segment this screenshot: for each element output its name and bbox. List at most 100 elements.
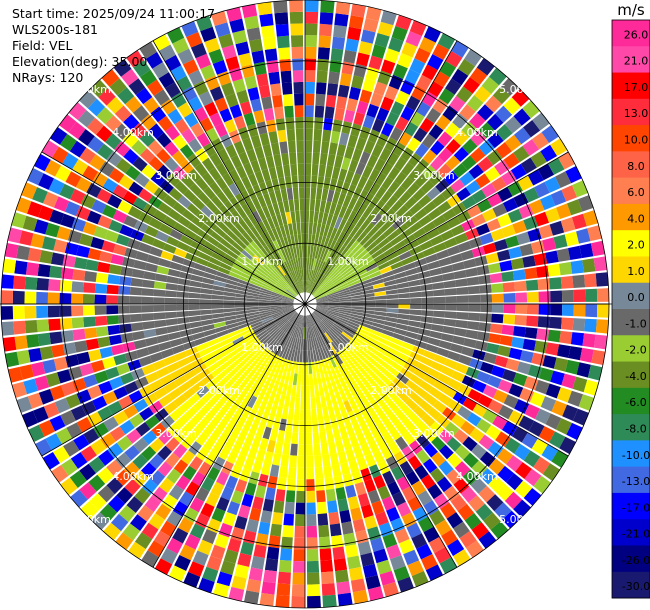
ppi-gate: [284, 274, 293, 286]
ppi-gate: [291, 313, 299, 324]
ppi-gate: [433, 310, 446, 318]
ppi-gate: [239, 468, 251, 482]
ppi-gate: [289, 455, 297, 468]
ppi-gate: [219, 238, 232, 249]
ppi-gate: [305, 0, 319, 12]
ppi-gate: [332, 191, 341, 204]
ppi-gate: [529, 199, 545, 215]
ppi-gate: [172, 527, 189, 544]
ppi-gate: [243, 162, 254, 176]
ppi-gate: [217, 355, 230, 366]
ppi-gate: [334, 258, 344, 269]
ppi-gate: [316, 187, 323, 200]
ppi-gate: [174, 555, 191, 571]
ppi-gate: [375, 172, 387, 186]
ppi-gate: [342, 374, 352, 387]
ppi-gate: [128, 78, 146, 95]
ppi-gate: [283, 200, 290, 213]
ppi-gate: [348, 397, 359, 411]
ppi-gate: [106, 295, 119, 304]
ppi-gate: [381, 496, 396, 511]
ppi-gate: [336, 337, 347, 348]
ppi-gate: [103, 522, 121, 541]
ppi-gate: [454, 444, 471, 460]
ppi-gate: [585, 288, 598, 302]
ppi-gate: [264, 278, 276, 287]
ppi-gate: [253, 109, 265, 124]
ppi-gate: [526, 315, 539, 327]
ppi-gate: [465, 267, 478, 278]
ppi-gate: [421, 413, 436, 428]
ppi-gate: [326, 429, 335, 443]
ppi-gate: [503, 293, 516, 303]
ppi-gate: [281, 346, 289, 359]
ppi-gate: [147, 140, 163, 156]
ppi-gate: [224, 345, 237, 355]
ppi-gate: [319, 248, 326, 261]
ppi-gate: [253, 385, 263, 398]
ppi-gate: [497, 465, 514, 483]
ppi-gate: [315, 309, 326, 316]
ppi-gate: [364, 339, 376, 349]
ppi-gate: [38, 173, 54, 190]
ppi-gate: [489, 67, 507, 86]
range-label: 3.00km: [155, 169, 197, 182]
ppi-gate: [226, 230, 239, 242]
ppi-gate: [116, 487, 133, 504]
ppi-gate: [134, 376, 149, 389]
ppi-gate: [197, 229, 210, 241]
ppi-gate: [212, 313, 225, 319]
ppi-gate: [117, 295, 130, 304]
ppi-gate: [283, 224, 290, 237]
ppi-gate: [316, 305, 329, 308]
ppi-gate: [422, 350, 436, 361]
ppi-gate: [342, 220, 352, 233]
ppi-gate: [163, 215, 177, 228]
colorbar-swatch: [612, 571, 650, 599]
ppi-gate: [349, 435, 360, 449]
ppi-gate: [223, 308, 236, 313]
ppi-gate: [219, 262, 232, 271]
ppi-gate: [429, 509, 446, 526]
ppi-gate: [268, 273, 279, 282]
ppi-gate: [512, 220, 527, 234]
ppi-gate: [273, 106, 285, 120]
ppi-gate: [247, 289, 260, 295]
ppi-gate: [261, 168, 271, 182]
ppi-gate: [214, 533, 230, 549]
ppi-gate: [339, 509, 352, 524]
ppi-gate: [374, 295, 387, 300]
ppi-gate: [232, 263, 244, 273]
ppi-gate: [311, 163, 319, 176]
ppi-gate: [268, 167, 278, 180]
ppi-gate: [411, 480, 426, 496]
ppi-gate: [390, 261, 403, 270]
ppi-gate: [459, 171, 475, 186]
ppi-gate: [243, 457, 255, 471]
ppi-gate: [382, 431, 395, 446]
ppi-gate: [421, 310, 434, 317]
ppi-gate: [471, 213, 486, 227]
ppi-gate: [351, 470, 363, 485]
ppi-gate: [194, 363, 207, 374]
ppi-gate: [333, 404, 342, 417]
ppi-gate: [149, 352, 164, 363]
ppi-gate: [124, 350, 139, 362]
ppi-gate: [204, 451, 218, 466]
ppi-gate: [468, 294, 481, 303]
ppi-gate: [431, 436, 446, 451]
ppi-gate: [45, 372, 61, 388]
ppi-gate: [132, 105, 150, 122]
ppi-gate: [259, 413, 269, 427]
ppi-gate: [272, 329, 282, 339]
ppi-gate: [440, 365, 455, 378]
ppi-gate: [319, 223, 326, 237]
ppi-gate: [325, 165, 334, 178]
ppi-gate: [115, 158, 132, 174]
ppi-gate: [62, 152, 79, 170]
ppi-gate: [228, 586, 245, 602]
ppi-gate: [285, 419, 293, 432]
ppi-gate: [322, 454, 331, 467]
ppi-gate: [591, 349, 606, 365]
ppi-gate: [79, 233, 94, 247]
